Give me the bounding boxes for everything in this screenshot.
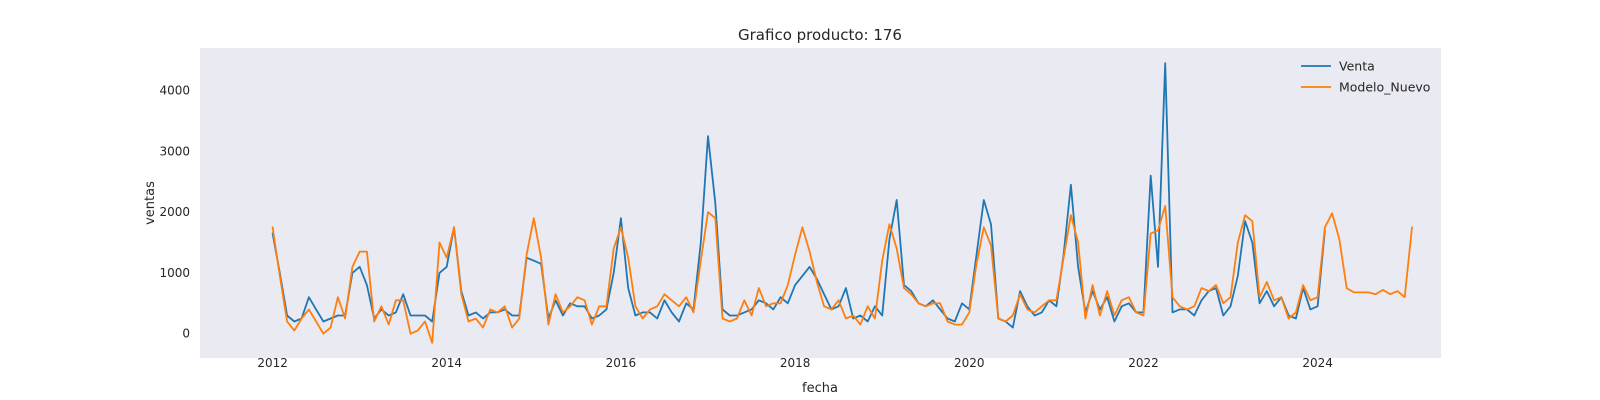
x-tick-label: 2012 <box>257 356 288 370</box>
legend: Venta Modelo_Nuevo <box>1301 59 1430 95</box>
series-line-venta <box>271 62 1326 329</box>
plot-area <box>200 48 1441 358</box>
y-tick-label: 3000 <box>159 144 190 158</box>
y-axis-label: ventas <box>143 181 158 225</box>
y-tick-label: 0 <box>182 327 190 341</box>
x-axis-ticks: 2012 2014 2016 2018 2020 2022 2024 <box>257 356 1333 370</box>
x-tick-label: 2022 <box>1128 356 1159 370</box>
y-axis-ticks: 0 1000 2000 3000 4000 <box>159 84 190 341</box>
chart-title: Grafico producto: 176 <box>738 26 902 44</box>
x-tick-label: 2020 <box>954 356 985 370</box>
x-tick-label: 2018 <box>780 356 811 370</box>
series-layer <box>271 62 1413 344</box>
y-tick-label: 1000 <box>159 266 190 280</box>
legend-label: Venta <box>1339 59 1375 74</box>
y-tick-label: 2000 <box>159 205 190 219</box>
x-tick-label: 2016 <box>606 356 637 370</box>
legend-label: Modelo_Nuevo <box>1339 80 1430 95</box>
x-axis-label: fecha <box>802 381 838 396</box>
x-tick-label: 2014 <box>431 356 462 370</box>
x-tick-label: 2024 <box>1302 356 1333 370</box>
series-line-modelo-nuevo <box>271 205 1413 344</box>
y-tick-label: 4000 <box>159 84 190 98</box>
